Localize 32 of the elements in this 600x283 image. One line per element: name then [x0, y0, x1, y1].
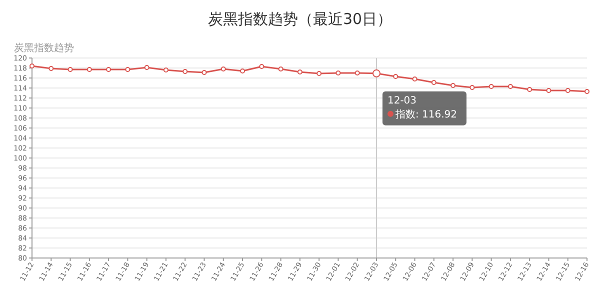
point — [48, 66, 54, 71]
point — [431, 80, 436, 85]
point — [546, 88, 552, 93]
point — [527, 87, 532, 92]
point — [278, 66, 284, 72]
chart-title: 炭黑指数趋势（最近30日） — [208, 10, 392, 28]
point — [450, 83, 456, 88]
point — [125, 67, 130, 72]
point — [354, 70, 360, 76]
point — [182, 69, 188, 74]
point — [565, 88, 570, 93]
point — [488, 84, 494, 89]
point — [202, 70, 207, 75]
point — [297, 70, 302, 74]
point — [86, 67, 92, 72]
point — [393, 74, 398, 79]
point — [220, 66, 226, 72]
point — [336, 70, 341, 76]
point — [30, 64, 34, 68]
point — [584, 89, 590, 94]
point — [259, 64, 264, 69]
annotation: 12-03 指数: 116.92 — [387, 95, 458, 120]
point — [508, 84, 513, 89]
point — [470, 85, 475, 90]
point — [316, 71, 322, 76]
point — [240, 68, 246, 74]
point — [68, 67, 73, 72]
point — [106, 67, 112, 72]
y-axis-title: 炭黑指数趋势 — [14, 42, 74, 54]
point — [144, 65, 150, 70]
point — [163, 68, 168, 72]
point — [412, 76, 418, 82]
